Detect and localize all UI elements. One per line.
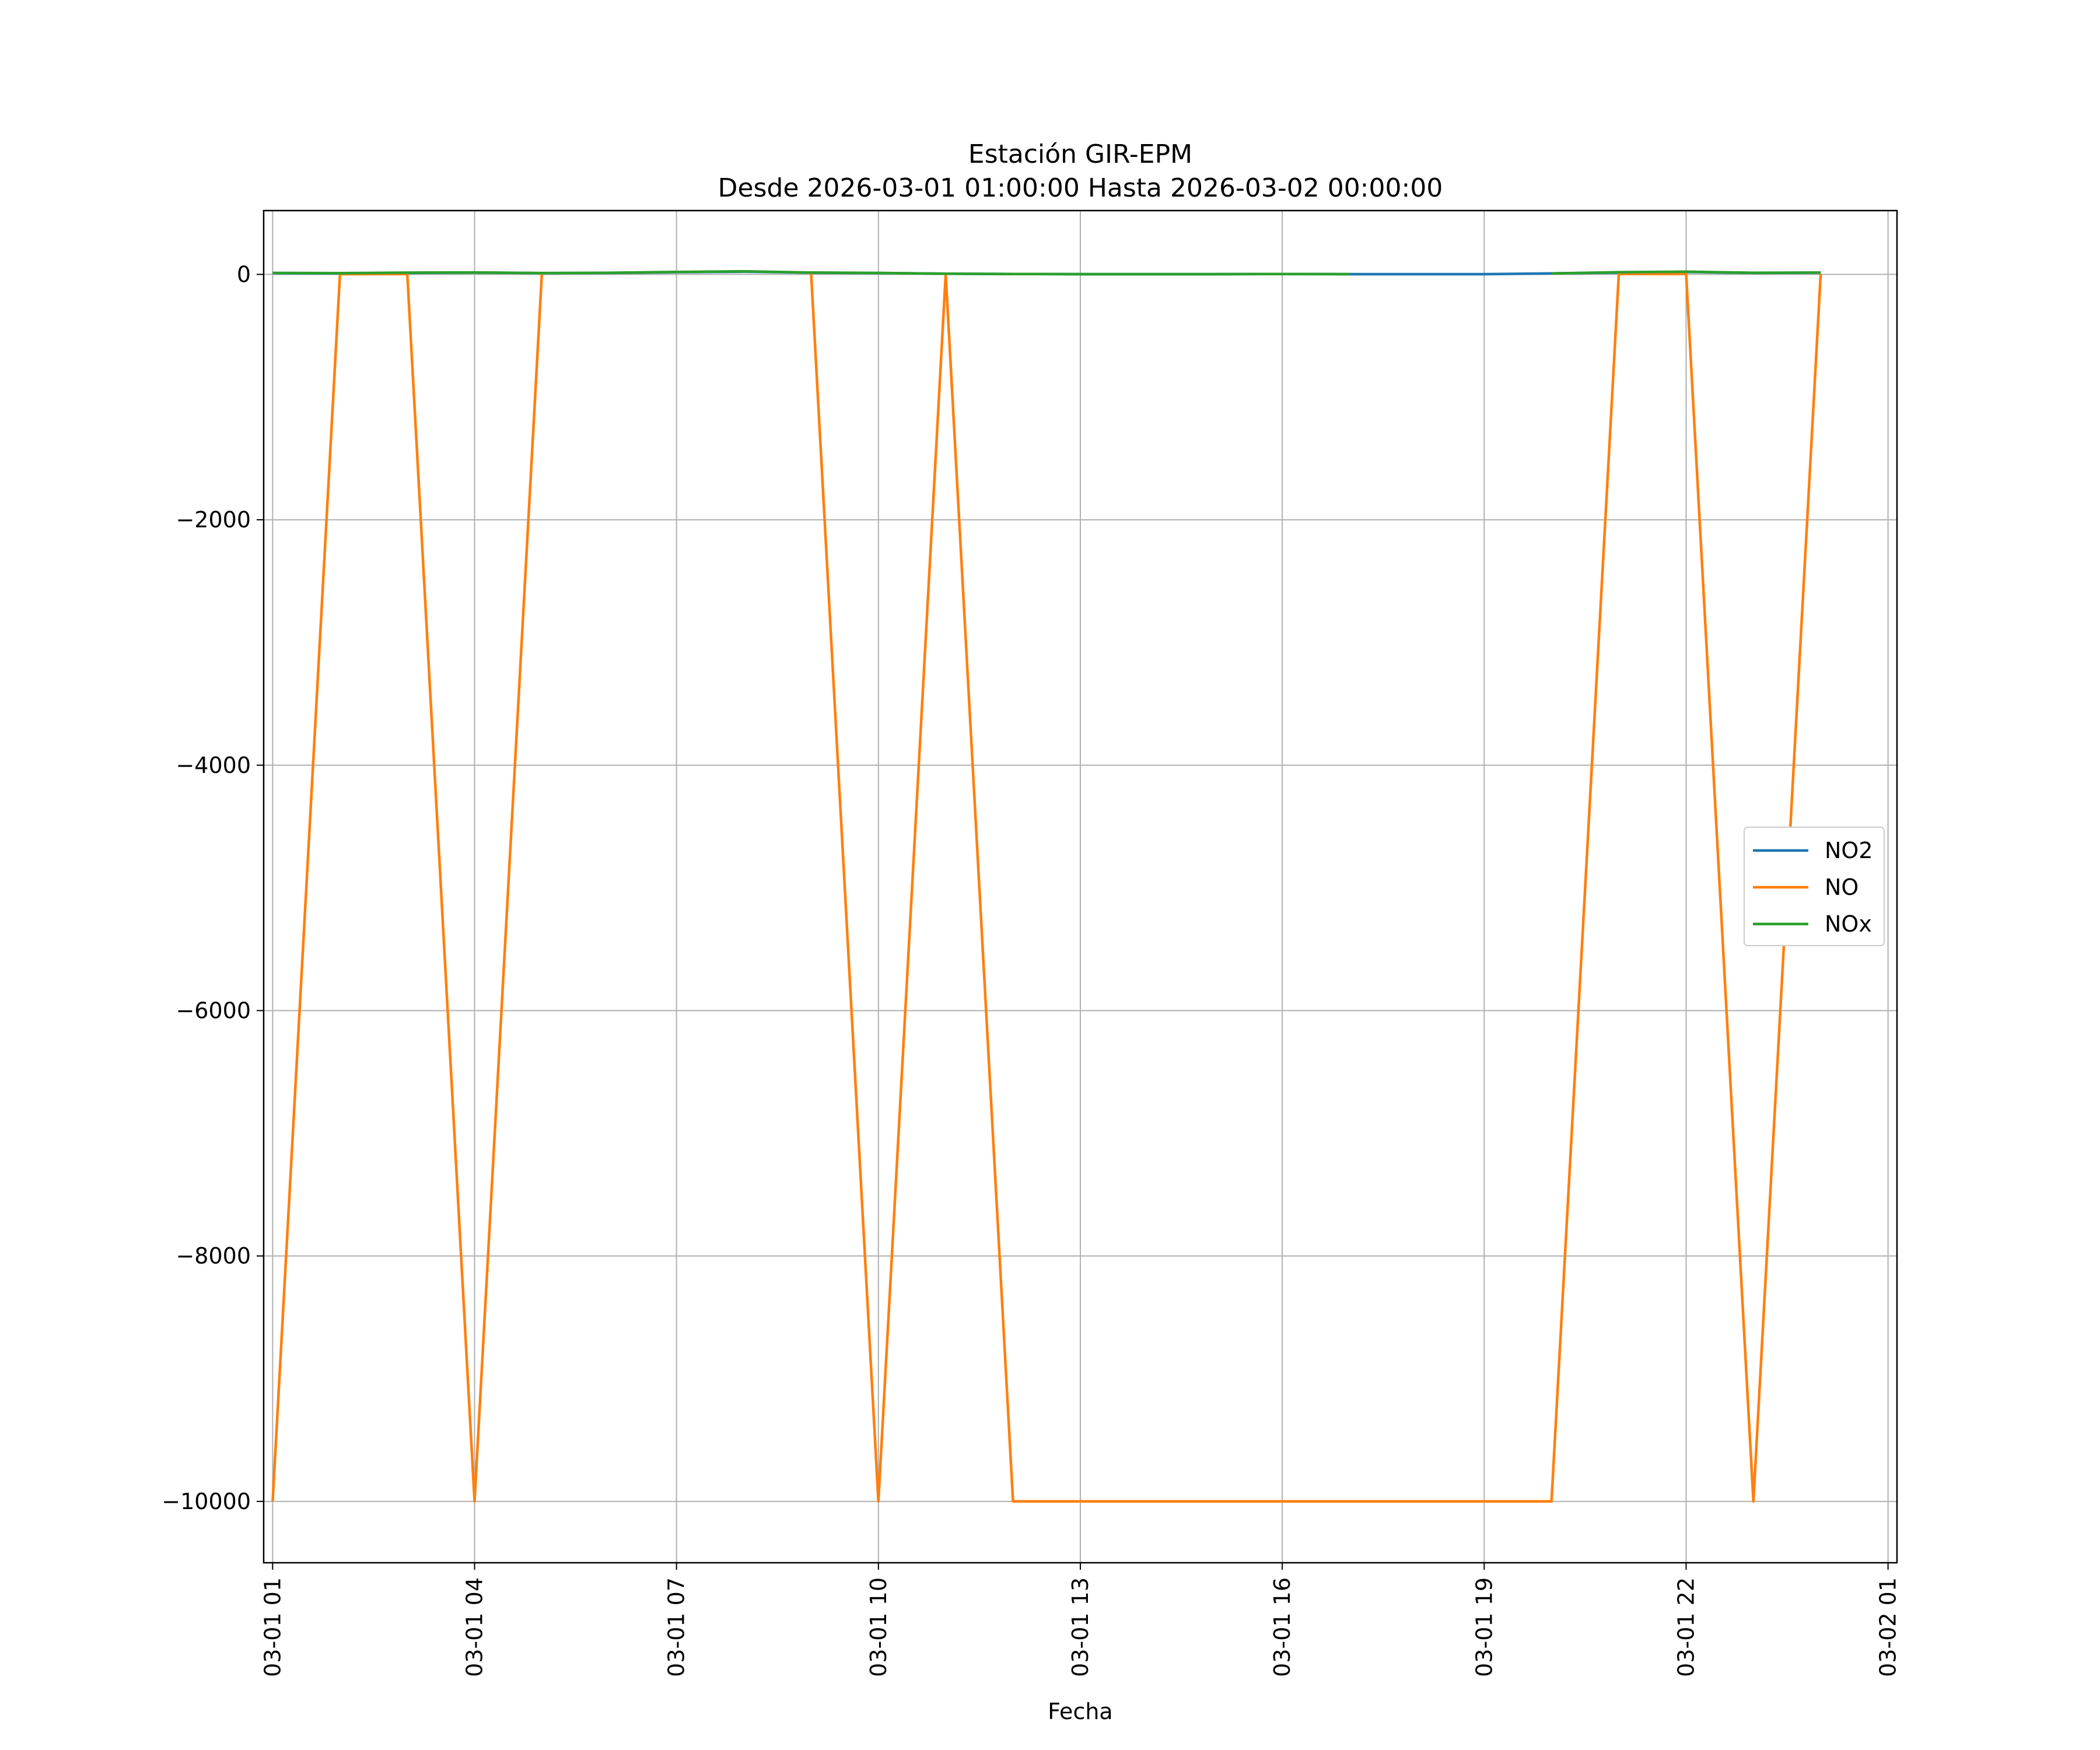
x-tick-label: 03-01 13 <box>1068 1577 1093 1677</box>
legend-frame <box>1744 827 1885 946</box>
series-no <box>271 272 1822 1503</box>
series-line <box>272 270 1350 276</box>
x-tick-label: 03-01 16 <box>1269 1577 1295 1677</box>
y-tick-label: −2000 <box>176 507 251 533</box>
series-nox <box>272 270 1821 276</box>
x-tick-label: 03-01 22 <box>1673 1577 1699 1677</box>
x-tick-label: 03-01 01 <box>260 1577 285 1677</box>
legend-label: NOx <box>1825 911 1872 937</box>
series-line <box>1551 270 1821 275</box>
y-axis: 0 −2000 −4000 −6000 −8000 −10000 <box>162 261 264 1514</box>
x-tick-label: 03-01 07 <box>664 1577 690 1677</box>
y-tick-label: −4000 <box>176 752 251 778</box>
series-line <box>810 272 1822 1503</box>
x-tick-label: 03-01 10 <box>866 1577 891 1677</box>
x-axis-label: Fecha <box>1048 1699 1112 1724</box>
chart-title: Estación GIR-EPM <box>968 139 1192 169</box>
x-tick-label: 03-01 19 <box>1471 1577 1497 1677</box>
legend-label: NO <box>1825 874 1859 900</box>
x-tick-label: 03-02 01 <box>1875 1577 1901 1677</box>
legend-label: NO2 <box>1825 838 1873 863</box>
series-line <box>271 272 544 1503</box>
legend: NO2 NO NOx <box>1744 827 1885 946</box>
y-tick-label: −10000 <box>162 1489 251 1514</box>
x-axis: 03-01 01 03-01 04 03-01 07 03-01 10 03-01 13… <box>260 1563 1901 1677</box>
y-tick-label: 0 <box>237 261 251 287</box>
plot-lines <box>271 270 1822 1503</box>
x-tick-label: 03-01 04 <box>462 1577 488 1677</box>
y-tick-label: −8000 <box>176 1243 251 1269</box>
chart-subtitle: Desde 2026-03-01 01:00:00 Hasta 2026-03-… <box>718 173 1443 203</box>
y-tick-label: −6000 <box>176 998 251 1023</box>
